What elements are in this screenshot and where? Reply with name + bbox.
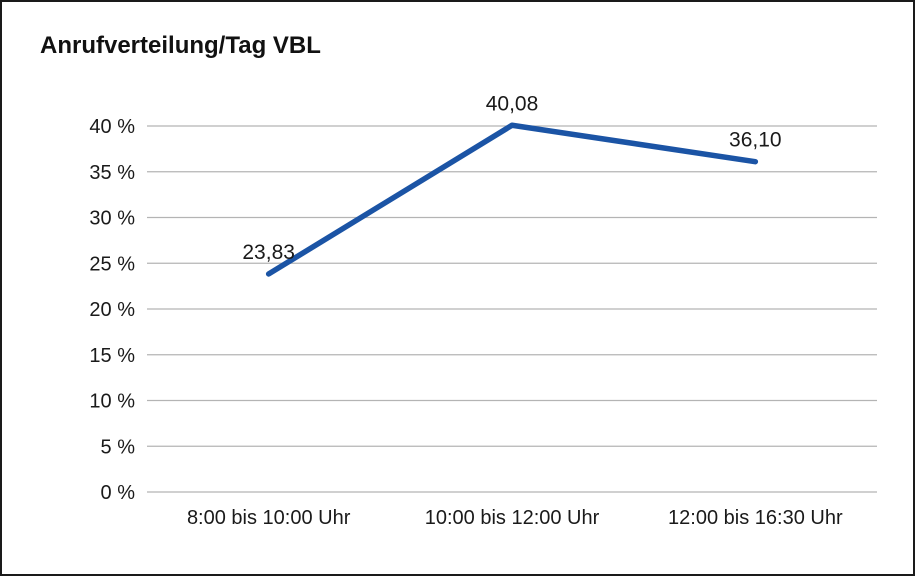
data-point-label: 40,08 [486, 92, 539, 115]
y-axis-tick-label: 0 % [101, 482, 136, 504]
y-axis-tick-label: 30 % [89, 208, 135, 230]
y-axis-tick-label: 5 % [101, 436, 136, 458]
y-axis-tick-label: 20 % [89, 299, 135, 321]
y-axis-tick-label: 15 % [89, 345, 135, 367]
chart-title: Anrufverteilung/Tag VBL [40, 32, 321, 59]
data-point-label: 23,83 [242, 241, 295, 264]
x-axis-category-label: 8:00 bis 10:00 Uhr [187, 507, 351, 529]
data-point-label: 36,10 [729, 129, 782, 152]
y-axis-tick-label: 35 % [89, 162, 135, 184]
y-axis-tick-label: 25 % [89, 253, 135, 275]
x-axis-category-label: 10:00 bis 12:00 Uhr [425, 507, 600, 529]
data-line [265, 122, 759, 277]
x-axis-category-label: 12:00 bis 16:30 Uhr [668, 507, 843, 529]
y-axis-tick-label: 40 % [89, 116, 135, 138]
y-axis-tick-label: 10 % [89, 391, 135, 413]
